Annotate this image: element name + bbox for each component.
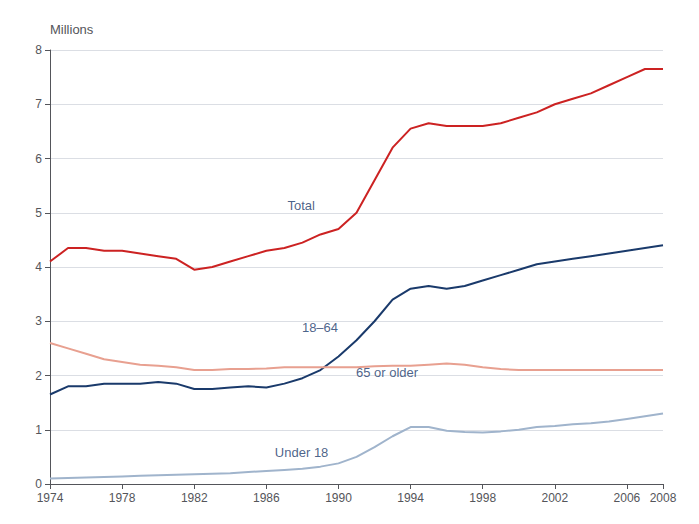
svg-text:1990: 1990 <box>325 491 352 505</box>
svg-text:Total: Total <box>287 198 315 213</box>
svg-text:2008: 2008 <box>650 491 677 505</box>
svg-text:2006: 2006 <box>614 491 641 505</box>
svg-text:1994: 1994 <box>397 491 424 505</box>
svg-text:18–64: 18–64 <box>302 320 338 335</box>
svg-text:2002: 2002 <box>541 491 568 505</box>
svg-text:Millions: Millions <box>50 22 94 37</box>
svg-text:Under 18: Under 18 <box>275 445 328 460</box>
svg-text:1: 1 <box>35 423 42 437</box>
svg-text:0: 0 <box>35 477 42 491</box>
svg-text:2: 2 <box>35 369 42 383</box>
svg-text:5: 5 <box>35 206 42 220</box>
svg-text:7: 7 <box>35 97 42 111</box>
svg-text:1986: 1986 <box>253 491 280 505</box>
svg-text:1974: 1974 <box>37 491 64 505</box>
svg-text:1998: 1998 <box>469 491 496 505</box>
svg-text:1978: 1978 <box>109 491 136 505</box>
svg-text:1982: 1982 <box>181 491 208 505</box>
svg-text:3: 3 <box>35 314 42 328</box>
svg-text:8: 8 <box>35 43 42 57</box>
svg-text:4: 4 <box>35 260 42 274</box>
svg-text:6: 6 <box>35 152 42 166</box>
svg-text:65 or older: 65 or older <box>356 365 419 381</box>
